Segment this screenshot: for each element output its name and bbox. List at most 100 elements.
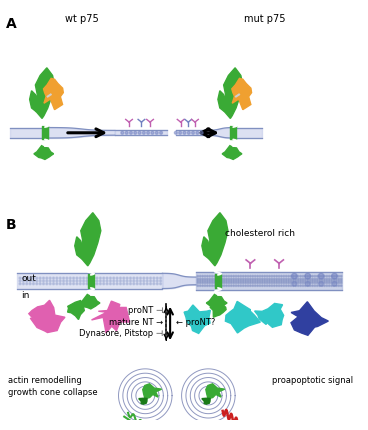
Circle shape [247,285,249,287]
Circle shape [247,283,249,284]
Circle shape [262,279,263,280]
Circle shape [233,279,234,280]
Circle shape [39,283,41,285]
Circle shape [338,279,340,280]
Circle shape [19,283,21,285]
Circle shape [53,280,54,282]
Circle shape [209,283,210,284]
Circle shape [149,277,152,280]
Circle shape [305,279,306,280]
Circle shape [103,280,105,282]
Circle shape [36,280,38,282]
Circle shape [69,283,71,285]
Circle shape [257,276,258,277]
Circle shape [309,276,311,277]
Text: B: B [6,218,16,231]
Circle shape [271,283,273,284]
Circle shape [219,280,220,282]
Circle shape [307,285,308,287]
Circle shape [22,283,24,285]
Circle shape [240,279,242,280]
Circle shape [321,279,323,280]
Circle shape [312,283,313,284]
Circle shape [22,277,24,280]
Circle shape [204,279,206,280]
Circle shape [130,132,132,135]
Circle shape [297,276,299,277]
Circle shape [133,277,135,280]
Polygon shape [29,301,65,333]
Circle shape [66,280,68,282]
Circle shape [273,283,275,284]
Circle shape [250,276,251,277]
Circle shape [319,285,321,287]
Circle shape [264,283,265,284]
Circle shape [211,285,213,287]
Polygon shape [184,305,210,334]
Circle shape [221,283,223,284]
Circle shape [138,132,141,135]
Circle shape [36,277,38,280]
Circle shape [314,280,316,282]
Circle shape [63,283,64,285]
Circle shape [314,276,316,277]
Circle shape [235,279,237,280]
Circle shape [209,280,210,282]
Circle shape [288,276,289,277]
Circle shape [281,280,282,282]
Circle shape [86,283,88,285]
Circle shape [314,283,316,284]
Circle shape [262,280,263,282]
Circle shape [235,285,237,287]
Circle shape [295,283,297,284]
Circle shape [276,283,277,284]
Circle shape [99,280,101,282]
Circle shape [290,285,292,287]
Polygon shape [222,146,242,160]
Circle shape [230,276,232,277]
Circle shape [295,285,297,287]
Circle shape [197,276,199,277]
Circle shape [49,283,51,285]
Circle shape [120,283,121,285]
Circle shape [109,277,112,280]
Circle shape [126,277,128,280]
Circle shape [333,276,335,277]
Circle shape [202,283,204,284]
Circle shape [56,283,58,285]
Circle shape [228,285,230,287]
Text: out: out [21,273,36,282]
Circle shape [245,285,247,287]
Circle shape [288,279,289,280]
Circle shape [333,279,335,280]
Circle shape [257,283,258,284]
Circle shape [136,280,138,282]
Circle shape [302,280,304,282]
Circle shape [133,283,135,285]
Circle shape [83,277,85,280]
Circle shape [63,277,64,280]
Circle shape [326,276,328,277]
Circle shape [113,277,115,280]
Circle shape [32,277,34,280]
Circle shape [319,282,323,286]
Circle shape [106,277,108,280]
Circle shape [262,283,263,284]
Circle shape [281,279,282,280]
Circle shape [72,283,75,285]
Circle shape [214,276,215,277]
Circle shape [29,283,31,285]
Circle shape [211,279,213,280]
Circle shape [254,276,256,277]
Circle shape [214,280,215,282]
Circle shape [273,276,275,277]
Circle shape [290,276,292,277]
Circle shape [340,283,342,284]
Circle shape [316,276,318,277]
Circle shape [252,279,254,280]
Circle shape [153,283,155,285]
Circle shape [273,285,275,287]
Circle shape [245,283,247,284]
Circle shape [331,283,332,284]
Circle shape [259,279,261,280]
